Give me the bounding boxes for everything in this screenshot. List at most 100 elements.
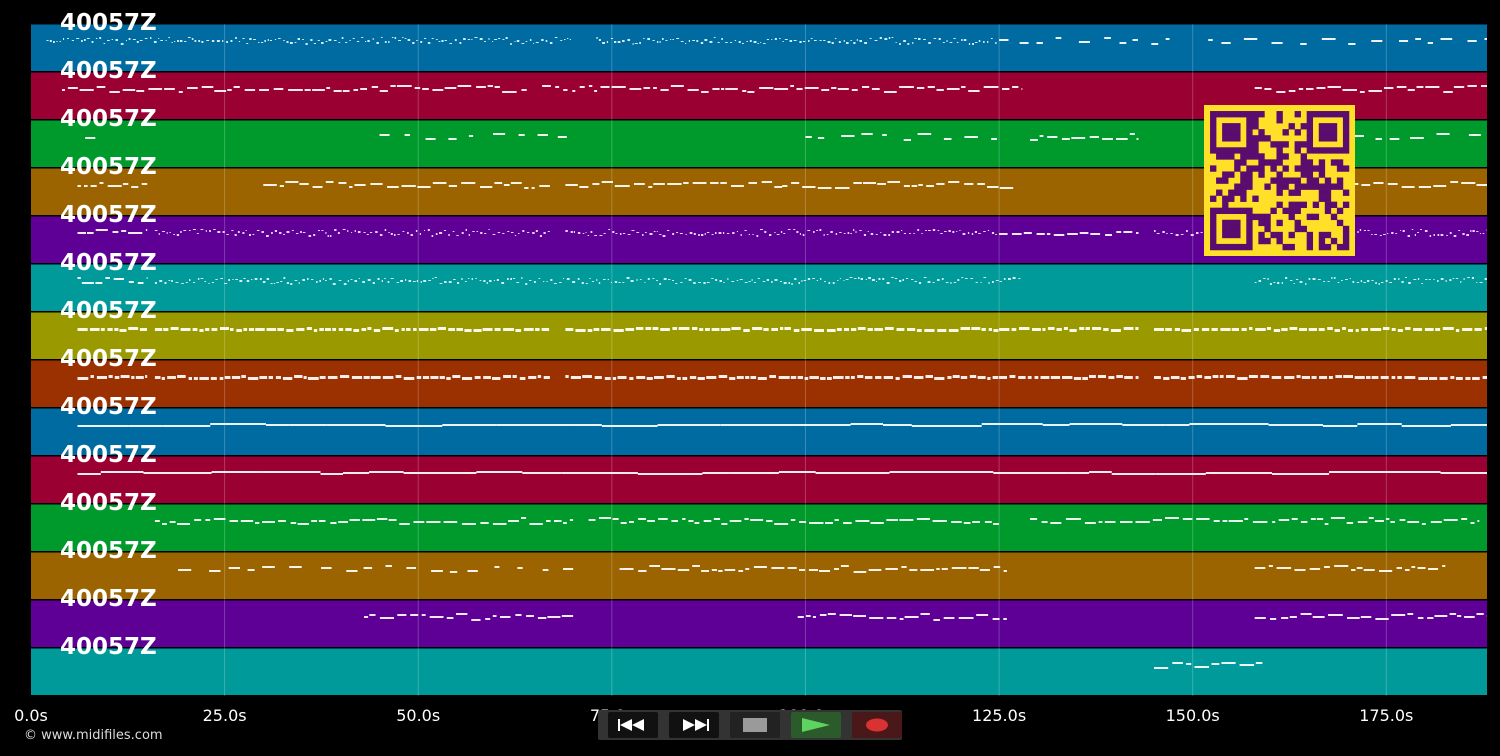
note <box>634 183 645 185</box>
note <box>1352 281 1355 283</box>
note <box>1417 567 1426 569</box>
note <box>1353 135 1364 137</box>
fast-forward-icon <box>683 719 709 731</box>
note <box>405 279 407 281</box>
note <box>1415 38 1421 40</box>
note <box>689 232 693 234</box>
note <box>831 87 837 89</box>
note <box>546 520 551 522</box>
note <box>1154 328 1164 331</box>
note <box>213 229 216 230</box>
note <box>1267 278 1269 280</box>
note <box>126 40 127 41</box>
note <box>325 328 331 331</box>
note <box>366 234 369 235</box>
note <box>783 282 787 284</box>
note <box>362 281 365 283</box>
note <box>541 328 550 331</box>
note <box>1437 280 1439 282</box>
note <box>807 278 811 280</box>
note <box>354 280 358 282</box>
note <box>259 89 269 91</box>
note <box>820 278 822 280</box>
note <box>1324 566 1330 568</box>
note <box>867 328 873 331</box>
note <box>387 281 390 283</box>
note <box>442 424 497 426</box>
note <box>1341 280 1343 281</box>
note <box>672 233 675 235</box>
note <box>742 90 747 92</box>
note <box>308 235 312 237</box>
note <box>834 568 839 570</box>
note <box>903 185 910 187</box>
note <box>1019 42 1029 44</box>
play-button[interactable] <box>791 712 841 738</box>
stop-button[interactable] <box>730 712 780 738</box>
note <box>347 230 349 232</box>
note <box>914 281 917 282</box>
note <box>1154 667 1169 669</box>
note <box>869 617 884 619</box>
note <box>99 37 102 39</box>
note <box>968 90 980 92</box>
note <box>1382 327 1390 330</box>
note <box>565 328 574 331</box>
note <box>899 43 901 45</box>
note <box>461 232 464 234</box>
note <box>711 278 714 279</box>
note <box>636 376 646 379</box>
note <box>241 375 246 378</box>
note <box>901 230 903 231</box>
note <box>1416 86 1424 88</box>
note <box>1291 518 1298 520</box>
note <box>247 377 259 380</box>
fast-forward-button[interactable] <box>669 712 719 738</box>
note <box>369 614 376 616</box>
note <box>522 230 525 232</box>
note <box>1089 136 1099 138</box>
note <box>936 568 940 570</box>
note <box>462 377 473 380</box>
note <box>883 376 893 379</box>
note <box>1462 328 1473 331</box>
note <box>413 521 425 523</box>
note <box>1380 376 1389 379</box>
note <box>654 376 664 379</box>
note <box>1323 281 1325 282</box>
rewind-button[interactable] <box>608 712 658 738</box>
note <box>863 182 876 184</box>
note <box>790 85 794 87</box>
note <box>1050 376 1061 379</box>
note <box>563 522 567 524</box>
note <box>701 570 709 572</box>
note <box>1036 233 1045 235</box>
note <box>774 186 783 188</box>
note <box>1273 282 1276 283</box>
note <box>351 232 353 233</box>
note <box>1196 518 1210 520</box>
note <box>313 43 316 44</box>
note <box>948 181 960 183</box>
note <box>700 42 704 44</box>
note <box>1407 235 1410 237</box>
note <box>349 186 353 188</box>
note <box>1430 521 1442 523</box>
note <box>1018 278 1021 279</box>
note <box>303 376 307 379</box>
note <box>740 234 742 236</box>
note <box>731 185 744 187</box>
qr-code[interactable] <box>1204 105 1355 256</box>
note <box>945 282 949 283</box>
note <box>774 38 777 40</box>
track-lane <box>31 456 1487 503</box>
note <box>318 520 326 522</box>
note <box>525 41 528 42</box>
note <box>174 41 176 42</box>
record-button[interactable] <box>852 712 902 738</box>
note <box>278 520 286 522</box>
note <box>774 279 778 281</box>
note <box>307 377 319 380</box>
note <box>546 281 548 282</box>
note <box>388 232 390 233</box>
